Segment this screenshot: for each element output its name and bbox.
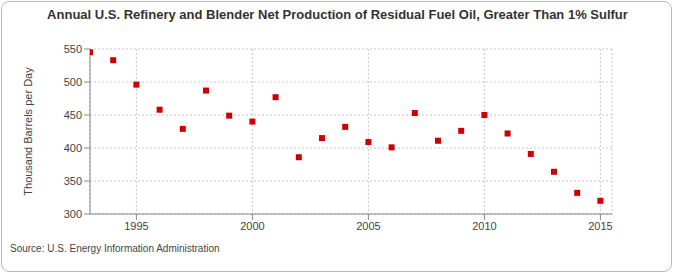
svg-text:2015: 2015 bbox=[588, 220, 612, 232]
svg-text:500: 500 bbox=[64, 76, 82, 88]
svg-text:350: 350 bbox=[64, 175, 82, 187]
html-text:Annual U.S. Refinery and Blend: Annual U.S. Refinery and Blender Net Pro… bbox=[47, 7, 628, 22]
svg-text:400: 400 bbox=[64, 142, 82, 154]
svg-text:2005: 2005 bbox=[356, 220, 380, 232]
svg-text:1995: 1995 bbox=[124, 220, 148, 232]
svg-text:2010: 2010 bbox=[472, 220, 496, 232]
svg-text:2000: 2000 bbox=[240, 220, 264, 232]
html-text:Source: U.S. Energy Informatio: Source: U.S. Energy Information Administ… bbox=[10, 243, 220, 254]
svg-text:450: 450 bbox=[64, 109, 82, 121]
svg-text:300: 300 bbox=[64, 208, 82, 220]
svg-text:550: 550 bbox=[64, 43, 82, 55]
svg-text:Thousand Barrels per Day: Thousand Barrels per Day bbox=[22, 67, 34, 196]
